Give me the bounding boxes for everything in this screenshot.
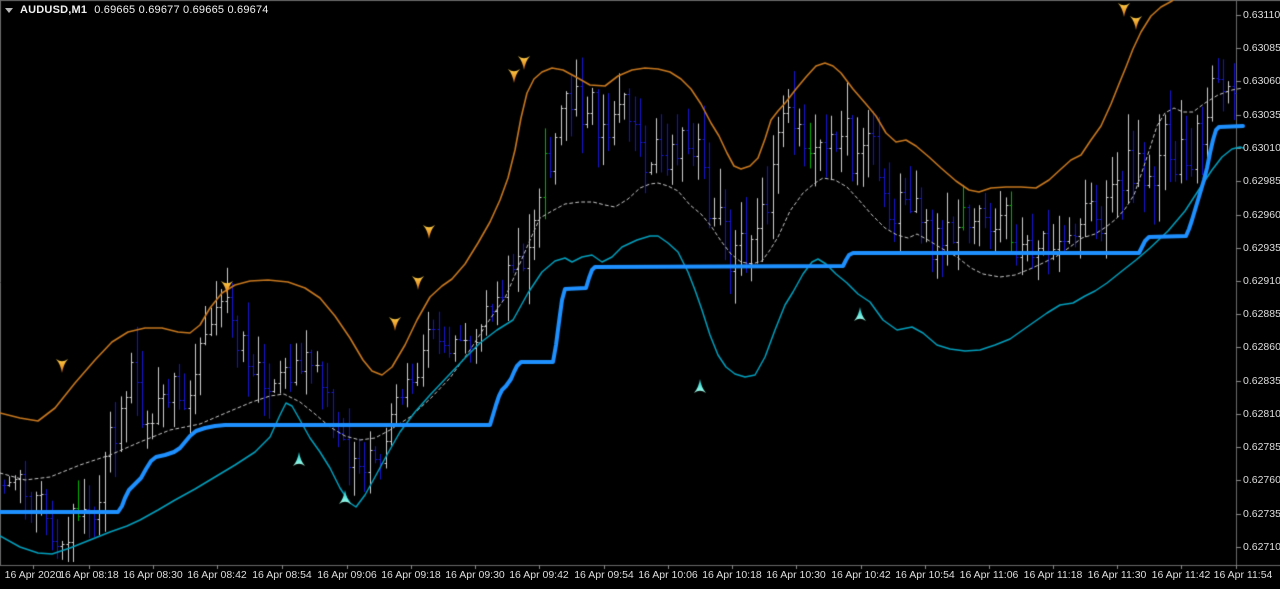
time-tick-label: 16 Apr 09:54 [574, 569, 634, 581]
time-tick-label: 16 Apr 10:18 [702, 569, 762, 581]
time-tick-label: 16 Apr 09:42 [509, 569, 569, 581]
time-tick-label: 16 Apr 09:30 [445, 569, 505, 581]
time-tick-label: 16 Apr 10:54 [895, 569, 955, 581]
time-tick-label: 16 Apr 11:06 [959, 569, 1019, 581]
price-tick-label: 0.62760 [1243, 474, 1280, 486]
price-tick-label: 0.62885 [1243, 308, 1280, 320]
price-tick-label: 0.62710 [1243, 541, 1280, 553]
price-tick-label: 0.62910 [1243, 275, 1280, 287]
price-tick-label: 0.63060 [1243, 75, 1280, 87]
price-tick-label: 0.62735 [1243, 508, 1280, 520]
price-tick-label: 0.62935 [1243, 242, 1280, 254]
symbol-label: AUDUSD,M1 [20, 4, 88, 16]
time-tick-label: 16 Apr 11:54 [1213, 569, 1273, 581]
time-tick-label: 16 Apr 08:42 [187, 569, 247, 581]
price-tick-label: 0.63110 [1243, 9, 1280, 21]
time-tick-label: 16 Apr 11:18 [1023, 569, 1083, 581]
symbol-title: AUDUSD,M1 0.69665 0.69677 0.69665 0.6967… [5, 4, 269, 16]
ohlc-values: 0.69665 0.69677 0.69665 0.69674 [94, 4, 269, 16]
time-tick-label: 16 Apr 08:18 [59, 569, 119, 581]
price-tick-label: 0.63035 [1243, 109, 1280, 121]
price-tick-label: 0.62785 [1243, 441, 1280, 453]
time-tick-label: 16 Apr 10:06 [638, 569, 698, 581]
time-tick-label: 16 Apr 11:30 [1087, 569, 1147, 581]
time-tick-label: 16 Apr 08:30 [123, 569, 183, 581]
price-tick-label: 0.62960 [1243, 209, 1280, 221]
price-tick-label: 0.63010 [1243, 142, 1280, 154]
time-tick-label: 16 Apr 10:42 [831, 569, 891, 581]
price-tick-label: 0.62835 [1243, 375, 1280, 387]
price-tick-label: 0.62985 [1243, 175, 1280, 187]
time-tick-label: 16 Apr 09:06 [317, 569, 377, 581]
time-tick-label: 16 Apr 09:18 [381, 569, 441, 581]
price-tick-label: 0.62860 [1243, 341, 1280, 353]
chevron-down-icon[interactable] [5, 8, 13, 13]
time-tick-label: 16 Apr 08:54 [252, 569, 312, 581]
price-tick-label: 0.62810 [1243, 408, 1280, 420]
time-tick-label: 16 Apr 11:42 [1151, 569, 1211, 581]
time-tick-label: 16 Apr 2020 [4, 569, 62, 581]
price-tick-label: 0.63085 [1243, 42, 1280, 54]
time-tick-label: 16 Apr 10:30 [766, 569, 826, 581]
